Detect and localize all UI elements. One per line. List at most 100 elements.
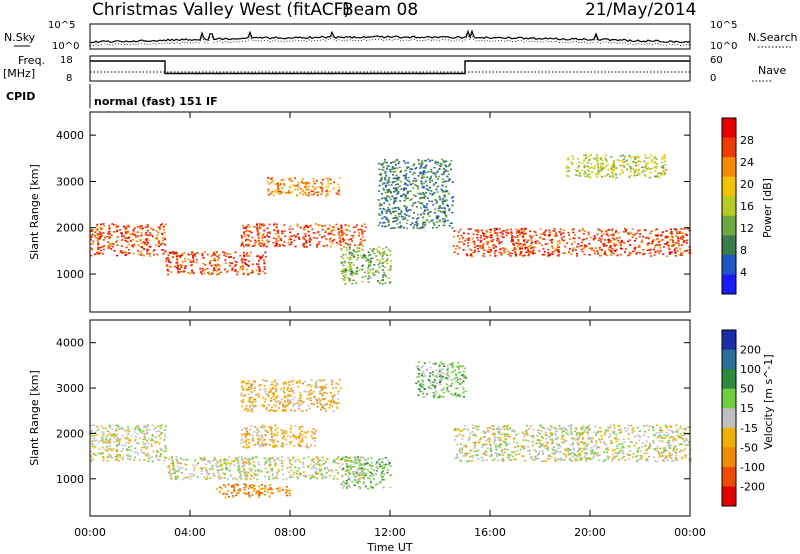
- velocity-cell: [338, 379, 341, 381]
- velocity-cell: [91, 442, 94, 445]
- power-cell: [325, 195, 328, 197]
- velocity-cell: [370, 485, 373, 488]
- power-cell: [467, 237, 470, 240]
- power-cell: [378, 266, 381, 268]
- velocity-cell: [271, 437, 273, 439]
- velocity-cell: [621, 452, 624, 454]
- power-cell: [287, 191, 290, 194]
- velocity-cell: [371, 465, 374, 467]
- power-cell: [338, 189, 341, 191]
- power-cell: [213, 259, 215, 261]
- velocity-cell: [258, 430, 261, 433]
- power-cell: [516, 235, 519, 237]
- power-cell: [558, 253, 561, 256]
- velocity-cell: [368, 477, 371, 480]
- power-cell: [363, 256, 366, 259]
- power-cell: [554, 235, 556, 237]
- velocity-cell: [158, 442, 161, 445]
- velocity-cell: [95, 439, 98, 441]
- power-cell: [289, 186, 292, 189]
- velocity-cell: [164, 447, 167, 450]
- power-cell: [578, 171, 581, 173]
- velocity-cell: [269, 388, 272, 390]
- power-cell: [395, 207, 398, 209]
- velocity-cell: [423, 373, 426, 375]
- velocity-cell: [145, 447, 148, 450]
- power-cell: [515, 248, 518, 251]
- power-cell: [409, 171, 412, 173]
- power-cell: [176, 265, 179, 268]
- velocity-cell: [246, 477, 249, 480]
- power-cell: [302, 228, 305, 230]
- power-cell: [511, 239, 513, 241]
- power-cell: [611, 174, 614, 177]
- power-cell: [638, 173, 641, 176]
- velocity-cell: [151, 434, 154, 436]
- power-cell: [524, 238, 527, 241]
- velocity-cell: [644, 430, 646, 433]
- power-cell: [443, 194, 446, 196]
- power-cell: [576, 255, 578, 257]
- velocity-cell: [418, 373, 420, 375]
- velocity-cell: [247, 382, 250, 385]
- velocity-cell: [267, 395, 270, 397]
- power-cell: [509, 255, 512, 257]
- velocity-cell: [141, 432, 144, 435]
- velocity-cell: [259, 439, 262, 441]
- velocity-cell: [537, 432, 540, 434]
- velocity-cell: [189, 478, 192, 480]
- velocity-cell: [383, 478, 386, 481]
- velocity-cell: [139, 428, 142, 431]
- power-cell: [469, 228, 472, 230]
- power-cell: [245, 253, 248, 256]
- velocity-cell: [137, 442, 140, 445]
- velocity-cell: [212, 460, 215, 462]
- power-cell: [405, 188, 407, 190]
- velocity-cell: [284, 410, 287, 412]
- velocity-cell: [569, 444, 572, 446]
- power-cell: [425, 164, 428, 167]
- power-cell: [366, 258, 369, 261]
- velocity-cell: [278, 402, 281, 405]
- power-cell: [217, 257, 220, 259]
- velocity-cell: [273, 434, 276, 437]
- velocity-cell: [242, 399, 245, 401]
- power-cell: [403, 160, 405, 162]
- power-cell: [624, 251, 626, 253]
- velocity-cell: [324, 476, 327, 479]
- power-cell: [612, 161, 615, 164]
- power-cell: [251, 271, 254, 273]
- power-cell: [361, 240, 364, 242]
- power-cell: [140, 253, 143, 255]
- velocity-cell: [94, 454, 97, 456]
- power-cell: [605, 231, 608, 233]
- power-cell: [396, 159, 399, 161]
- power-cell: [403, 189, 406, 191]
- power-cell: [532, 249, 535, 251]
- power-cell: [403, 175, 406, 177]
- power-cell: [245, 238, 248, 241]
- power-cell: [187, 253, 190, 256]
- power-cell: [107, 244, 110, 247]
- velocity-cell: [505, 433, 508, 435]
- velocity-cell: [240, 442, 243, 444]
- power-cell: [223, 254, 226, 256]
- power-cell: [250, 271, 253, 274]
- power-cell: [599, 239, 602, 241]
- power-cell: [644, 170, 647, 172]
- power-cell: [398, 185, 401, 188]
- power-cell: [667, 246, 670, 248]
- velocity-cell: [386, 469, 389, 471]
- power-cell: [361, 231, 364, 234]
- velocity-cell: [172, 463, 175, 466]
- power-cell: [335, 223, 338, 226]
- power-cell: [634, 162, 637, 165]
- velocity-cell: [354, 475, 357, 477]
- power-cell: [144, 226, 147, 229]
- power-cell: [397, 206, 400, 209]
- power-cell: [405, 206, 408, 208]
- power-cell: [539, 236, 542, 239]
- velocity-cell: [145, 433, 148, 435]
- power-cell: [419, 202, 422, 205]
- velocity-cell: [271, 427, 274, 429]
